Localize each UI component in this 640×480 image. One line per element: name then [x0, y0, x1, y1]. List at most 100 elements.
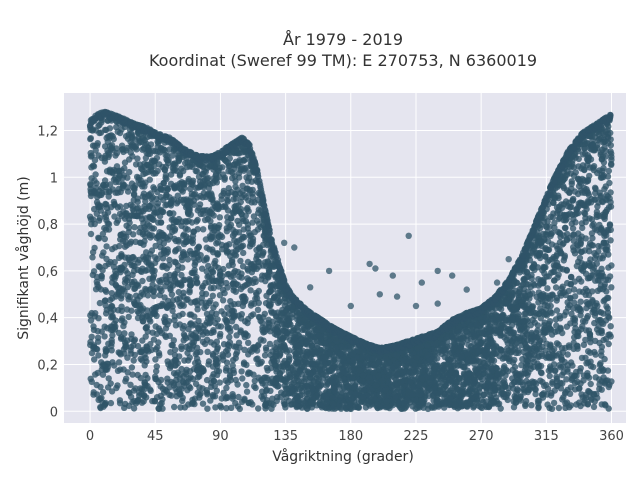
- scatter-point: [191, 395, 199, 402]
- scatter-point: [123, 202, 130, 210]
- scatter-point: [105, 193, 112, 200]
- scatter-point: [250, 213, 258, 220]
- scatter-point: [525, 281, 532, 288]
- scatter-point: [282, 404, 289, 411]
- scatter-point: [108, 388, 116, 395]
- scatter-point: [159, 263, 166, 271]
- scatter-point: [120, 322, 127, 330]
- scatter-point: [198, 284, 206, 292]
- scatter-point: [245, 351, 252, 358]
- scatter-point: [102, 287, 109, 294]
- scatter-point: [171, 317, 178, 324]
- scatter-point: [111, 259, 118, 266]
- scatter-point: [237, 257, 244, 265]
- scatter-point: [513, 394, 520, 401]
- scatter-point: [118, 307, 126, 315]
- scatter-point: [109, 359, 116, 366]
- scatter-point: [263, 292, 270, 299]
- scatter-point: [188, 311, 195, 318]
- scatter-point: [532, 390, 539, 398]
- scatter-point: [223, 364, 230, 372]
- scatter-point: [271, 361, 278, 369]
- scatter-point: [573, 210, 580, 217]
- scatter-point: [220, 341, 228, 348]
- scatter-point: [576, 305, 583, 313]
- scatter-point: [602, 183, 609, 190]
- scatter-point: [255, 405, 262, 412]
- scatter-point: [178, 165, 185, 172]
- scatter-point: [147, 285, 154, 293]
- scatter-point: [587, 380, 594, 388]
- scatter-point: [544, 401, 551, 408]
- scatter-point: [139, 312, 147, 319]
- scatter-point: [570, 339, 577, 347]
- scatter-point: [562, 291, 569, 299]
- scatter-point: [607, 237, 614, 244]
- scatter-point: [171, 346, 179, 353]
- scatter-point: [569, 225, 577, 232]
- scatter-point: [216, 379, 223, 386]
- scatter-point: [106, 296, 114, 304]
- scatter-point: [520, 317, 527, 325]
- scatter-point: [555, 404, 563, 412]
- scatter-point: [607, 323, 614, 330]
- scatter-point: [578, 278, 585, 285]
- scatter-point: [232, 183, 239, 190]
- scatter-point: [522, 397, 530, 405]
- scatter-point: [214, 345, 221, 352]
- scatter-point: [552, 284, 560, 291]
- scatter-point: [194, 245, 201, 252]
- scatter-point: [139, 277, 146, 285]
- scatter-point: [130, 357, 137, 364]
- scatter-point: [207, 339, 215, 346]
- scatter-point: [112, 244, 119, 251]
- scatter-point: [606, 314, 613, 321]
- scatter-point: [246, 369, 254, 377]
- scatter-point: [568, 163, 575, 170]
- scatter-point: [131, 336, 139, 343]
- scatter-point: [193, 168, 201, 175]
- scatter-point: [544, 285, 551, 292]
- scatter-point: [121, 165, 128, 172]
- scatter-point: [105, 221, 113, 228]
- scatter-point: [162, 202, 169, 209]
- scatter-point: [583, 139, 591, 146]
- scatter-point: [238, 315, 245, 322]
- scatter-point: [99, 389, 107, 396]
- scatter-point: [153, 154, 161, 162]
- scatter-point: [581, 209, 588, 216]
- scatter-point: [286, 347, 293, 354]
- scatter-point: [347, 403, 354, 411]
- scatter-point: [582, 235, 589, 242]
- scatter-point: [542, 253, 549, 260]
- scatter-point: [153, 363, 160, 370]
- scatter-point: [247, 399, 254, 406]
- scatter-point: [90, 268, 98, 275]
- scatter-point: [226, 342, 233, 350]
- scatter-point: [266, 340, 274, 348]
- chart-title-line-1: År 1979 - 2019: [283, 30, 403, 49]
- scatter-point: [162, 152, 169, 159]
- scatter-point: [129, 254, 136, 261]
- scatter-point: [569, 362, 576, 369]
- scatter-point: [585, 327, 593, 334]
- scatter-point: [550, 399, 558, 407]
- scatter-point: [157, 327, 164, 334]
- scatter-point: [113, 384, 120, 392]
- scatter-point: [150, 184, 157, 191]
- scatter-point: [188, 330, 195, 338]
- scatter-point: [187, 180, 195, 187]
- scatter-point: [98, 394, 105, 402]
- scatter-point: [247, 232, 255, 239]
- scatter-point: [543, 223, 550, 230]
- scatter-point: [171, 403, 178, 411]
- scatter-point: [278, 367, 286, 375]
- scatter-point: [405, 370, 412, 377]
- scatter-point: [162, 283, 169, 290]
- scatter-point: [175, 157, 182, 165]
- scatter-point: [592, 374, 599, 381]
- scatter-point: [263, 364, 271, 372]
- scatter-point: [577, 298, 584, 305]
- scatter-point: [578, 354, 586, 362]
